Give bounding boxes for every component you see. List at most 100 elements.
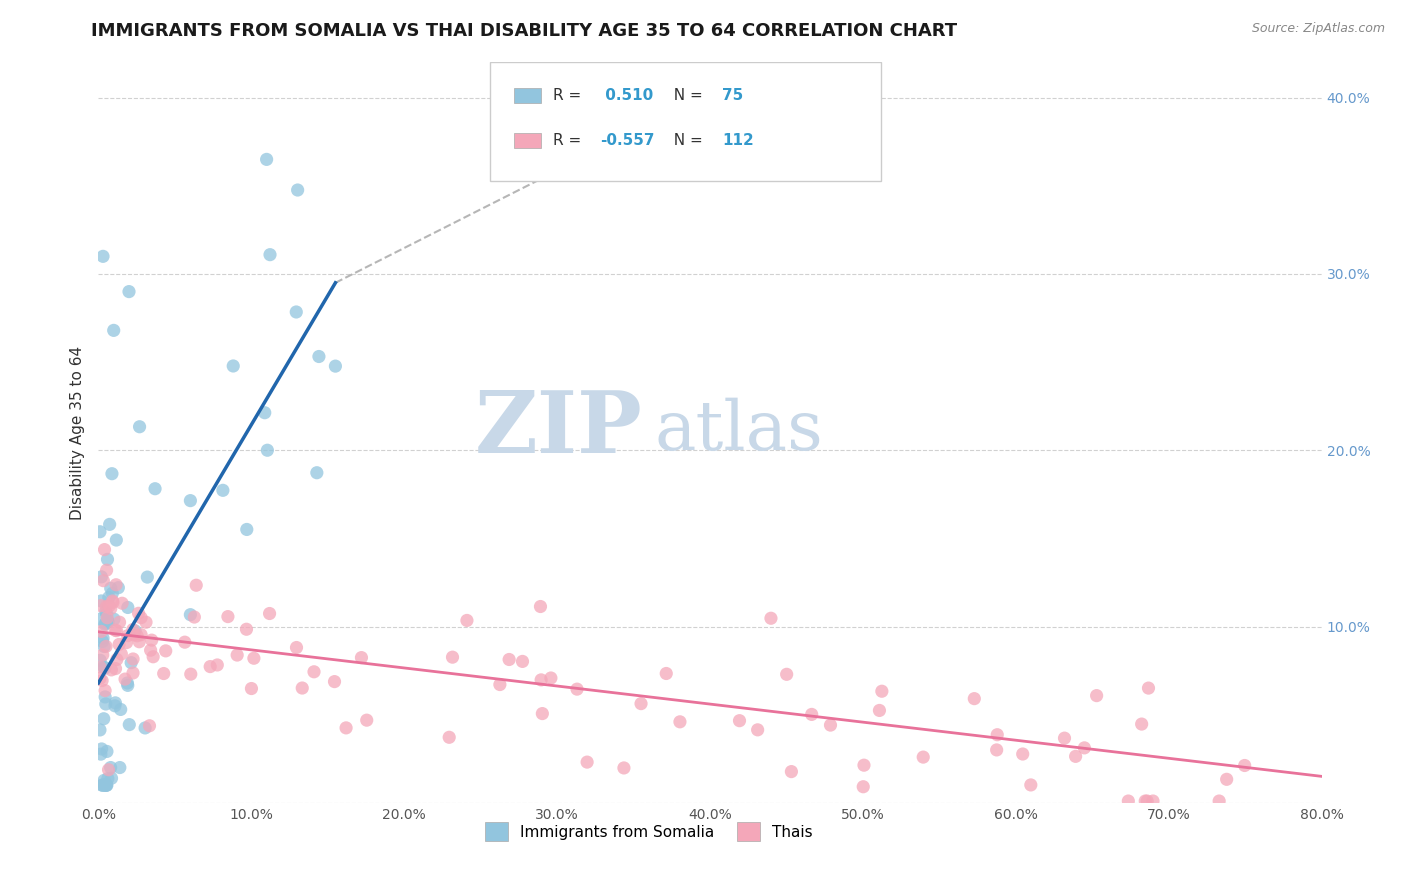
Point bbox=[96, 563, 118, 577]
Point bbox=[96, 778, 118, 792]
Point bbox=[94, 640, 117, 654]
Point bbox=[613, 761, 636, 775]
Point bbox=[108, 637, 131, 651]
Point bbox=[117, 678, 139, 692]
Point bbox=[118, 717, 141, 731]
Point bbox=[105, 652, 128, 666]
Point bbox=[441, 650, 464, 665]
Point bbox=[89, 723, 111, 737]
Point bbox=[236, 523, 259, 537]
Point bbox=[101, 586, 124, 600]
Text: R =: R = bbox=[554, 88, 586, 103]
Point bbox=[820, 718, 842, 732]
Y-axis label: Disability Age 35 to 64: Disability Age 35 to 64 bbox=[70, 345, 86, 520]
Point bbox=[259, 607, 281, 621]
Point bbox=[96, 552, 118, 566]
Point bbox=[437, 731, 460, 745]
Point bbox=[94, 697, 117, 711]
Point bbox=[531, 706, 554, 721]
Point bbox=[173, 635, 195, 649]
Point bbox=[1215, 772, 1237, 787]
FancyBboxPatch shape bbox=[515, 88, 541, 103]
Point bbox=[302, 665, 325, 679]
Point bbox=[100, 582, 122, 596]
Point bbox=[256, 443, 278, 458]
Point bbox=[108, 760, 131, 774]
Point bbox=[530, 673, 553, 687]
Point bbox=[308, 350, 330, 364]
Point bbox=[104, 698, 127, 713]
Point bbox=[128, 634, 150, 648]
Point bbox=[728, 714, 751, 728]
Point bbox=[350, 650, 373, 665]
Point bbox=[96, 778, 118, 792]
Point bbox=[868, 703, 890, 717]
Point bbox=[90, 599, 112, 613]
Point bbox=[96, 607, 118, 621]
Point bbox=[94, 778, 117, 792]
Point bbox=[1136, 794, 1159, 808]
Point bbox=[285, 305, 308, 319]
Point bbox=[90, 624, 112, 639]
Point bbox=[105, 578, 128, 592]
Point bbox=[110, 702, 132, 716]
Point bbox=[128, 419, 150, 434]
Point bbox=[111, 596, 134, 610]
Point bbox=[96, 744, 118, 758]
Point bbox=[240, 681, 263, 696]
Point bbox=[118, 285, 141, 299]
Point bbox=[121, 623, 143, 637]
Point bbox=[1019, 778, 1042, 792]
Point bbox=[122, 628, 145, 642]
Point bbox=[253, 406, 276, 420]
Point bbox=[94, 661, 117, 675]
Point bbox=[100, 601, 122, 615]
Point bbox=[759, 611, 782, 625]
Point bbox=[180, 667, 202, 681]
Point bbox=[105, 624, 128, 638]
Point bbox=[1064, 749, 1087, 764]
Point bbox=[89, 612, 111, 626]
Point bbox=[207, 657, 229, 672]
Point bbox=[90, 747, 112, 761]
Point bbox=[212, 483, 235, 498]
Point bbox=[135, 615, 157, 630]
Point bbox=[243, 651, 266, 665]
Point bbox=[1073, 740, 1095, 755]
Point bbox=[122, 652, 145, 666]
Point bbox=[104, 623, 127, 637]
Point bbox=[97, 615, 120, 629]
Point bbox=[986, 728, 1008, 742]
Point bbox=[143, 482, 166, 496]
Point bbox=[101, 595, 124, 609]
Point bbox=[91, 632, 114, 646]
Point bbox=[183, 610, 205, 624]
Point bbox=[1118, 794, 1140, 808]
Point bbox=[91, 648, 114, 662]
Point bbox=[235, 622, 257, 636]
Text: 75: 75 bbox=[723, 88, 744, 103]
Point bbox=[91, 634, 114, 648]
Point bbox=[100, 760, 122, 774]
Point bbox=[104, 662, 127, 676]
Point bbox=[217, 609, 239, 624]
Point bbox=[870, 684, 893, 698]
Point bbox=[124, 624, 146, 638]
Point bbox=[565, 682, 588, 697]
Point bbox=[96, 614, 118, 628]
Text: IMMIGRANTS FROM SOMALIA VS THAI DISABILITY AGE 35 TO 64 CORRELATION CHART: IMMIGRANTS FROM SOMALIA VS THAI DISABILI… bbox=[91, 22, 957, 40]
Text: R =: R = bbox=[554, 133, 586, 148]
Point bbox=[669, 714, 692, 729]
Point bbox=[120, 656, 142, 670]
Point bbox=[630, 697, 652, 711]
Point bbox=[912, 750, 935, 764]
Point bbox=[655, 666, 678, 681]
Point bbox=[89, 524, 111, 539]
Point bbox=[335, 721, 357, 735]
Point bbox=[94, 604, 117, 618]
Point bbox=[93, 660, 115, 674]
Point bbox=[226, 648, 249, 662]
Point bbox=[114, 672, 136, 686]
Point bbox=[576, 755, 599, 769]
Point bbox=[96, 599, 118, 614]
